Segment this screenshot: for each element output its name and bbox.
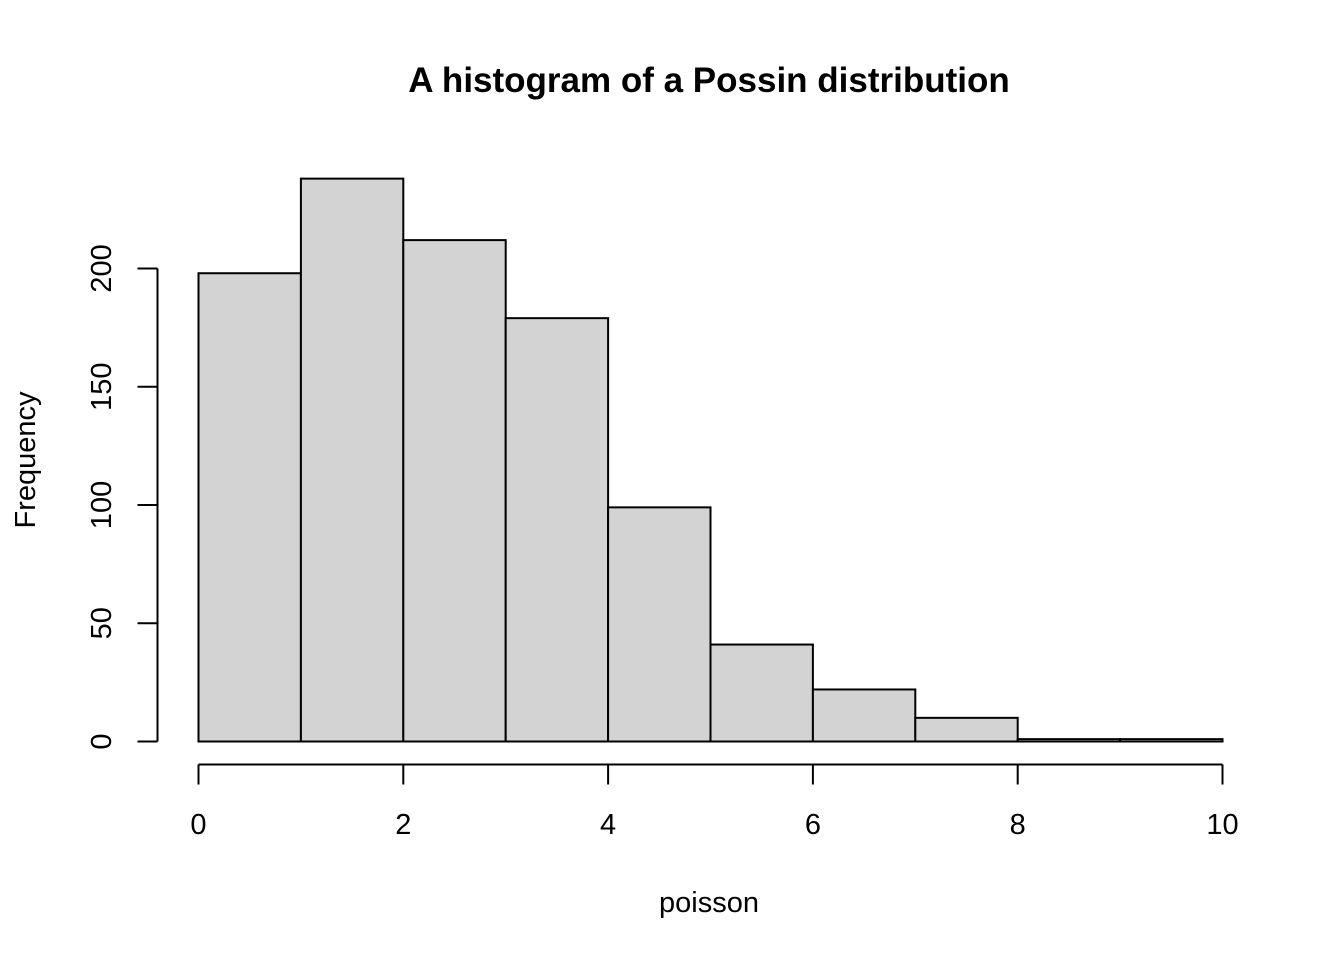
x-tick-label: 4	[600, 809, 616, 841]
histogram-bar-1-2	[299, 177, 405, 743]
x-tick-label: 0	[190, 809, 206, 841]
x-tick-label: 2	[395, 809, 411, 841]
y-tick-label: 0	[86, 733, 118, 749]
x-tick-label: 8	[1010, 809, 1026, 841]
y-axis-label: Frequency	[10, 391, 42, 529]
histogram-bar-8-9	[1016, 738, 1122, 743]
x-axis-label: poisson	[659, 887, 759, 919]
x-axis: 0 2 4 6 8 10	[190, 763, 1239, 841]
histogram-bar-4-5	[607, 506, 712, 743]
histogram-bar-5-6	[709, 643, 814, 743]
y-axis: 0 50 100 150 200	[86, 244, 159, 750]
x-tick-label: 10	[1206, 809, 1238, 841]
histogram-bar-0-1	[197, 272, 302, 743]
histogram-bar-7-8	[914, 716, 1019, 743]
y-tick-label: 200	[86, 244, 118, 292]
chart-title: A histogram of a Possin distribution	[408, 61, 1010, 100]
histogram-bar-3-4	[504, 317, 610, 743]
x-tick-label: 6	[805, 809, 821, 841]
histogram-bar-2-3	[402, 239, 507, 743]
y-tick-label: 100	[86, 481, 118, 529]
y-tick-label: 50	[86, 607, 118, 639]
histogram-bar-6-7	[811, 688, 917, 743]
bars-group	[197, 177, 1224, 743]
y-tick-label: 150	[86, 363, 118, 411]
histogram-bar-9-10	[1119, 738, 1224, 743]
